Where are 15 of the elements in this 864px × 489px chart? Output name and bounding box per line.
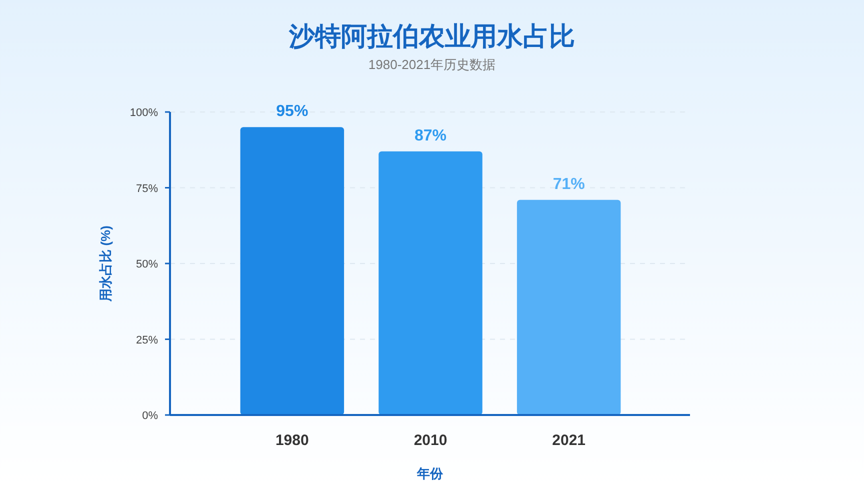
y-tick-label: 25% bbox=[136, 334, 158, 346]
x-tick-label: 2010 bbox=[414, 432, 448, 449]
data-label: 71% bbox=[552, 176, 585, 193]
data-label: 95% bbox=[276, 103, 308, 120]
x-tick-label: 1980 bbox=[275, 432, 309, 449]
chart-subtitle: 1980-2021年历史数据 bbox=[368, 57, 496, 72]
y-tick-label: 75% bbox=[136, 182, 158, 195]
x-axis-title: 年份 bbox=[416, 466, 444, 481]
x-tick-label: 2021 bbox=[552, 432, 586, 449]
y-tick-label: 100% bbox=[130, 107, 158, 119]
chart-title: 沙特阿拉伯农业用水占比 bbox=[288, 21, 575, 51]
y-axis-title: 用水占比 (%) bbox=[98, 226, 113, 302]
data-label: 87% bbox=[414, 127, 447, 144]
y-tick-label: 50% bbox=[136, 258, 158, 270]
y-tick-label: 0% bbox=[142, 410, 158, 422]
